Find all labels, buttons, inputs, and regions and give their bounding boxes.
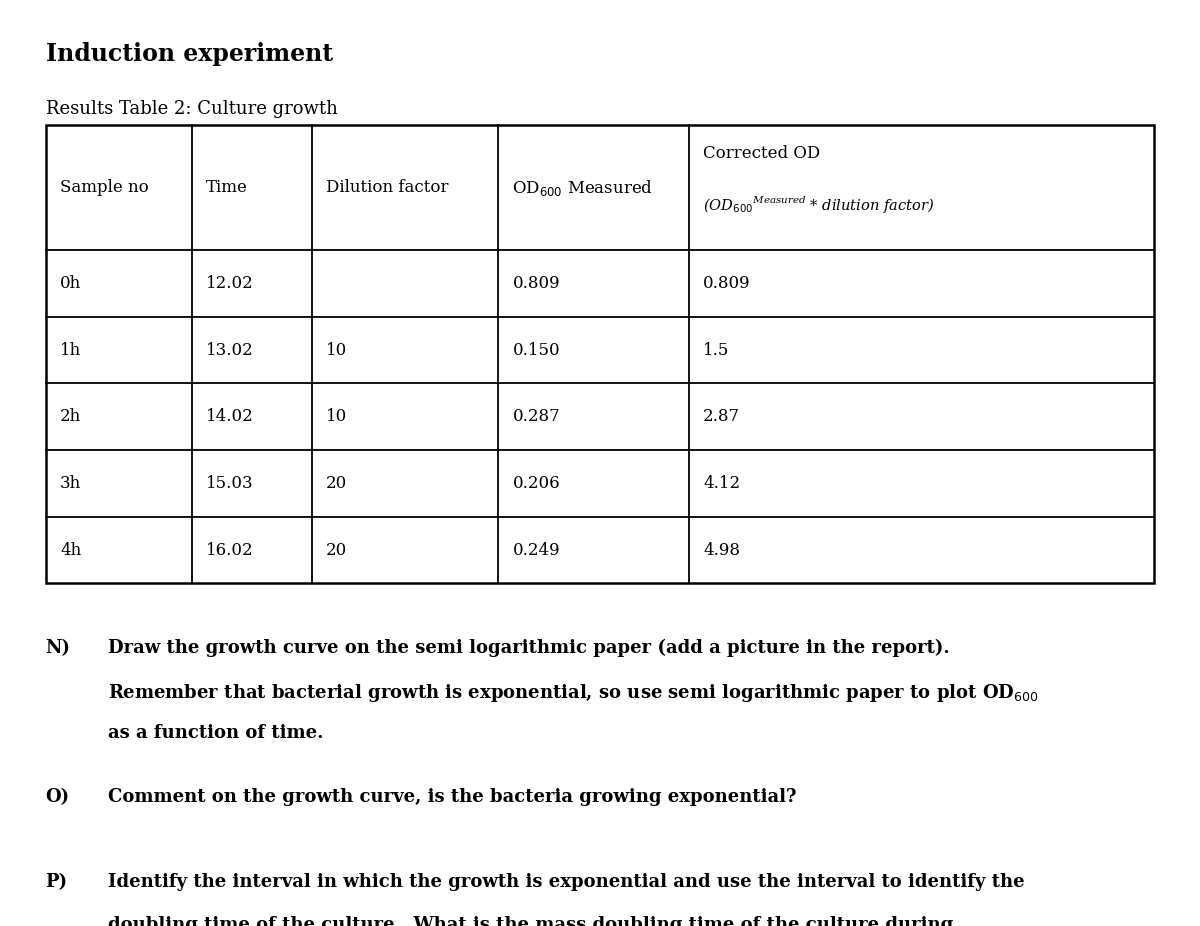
Text: 0.150: 0.150: [512, 342, 560, 358]
Bar: [46, 125, 1154, 583]
Text: 20: 20: [326, 475, 347, 492]
Text: 2.87: 2.87: [703, 408, 740, 425]
Text: Corrected OD: Corrected OD: [703, 145, 821, 162]
Text: P): P): [46, 873, 67, 891]
Text: (OD$_{600}$$^{\mathregular{Measured}}$ * dilution factor): (OD$_{600}$$^{\mathregular{Measured}}$ *…: [703, 194, 935, 215]
Text: 0.809: 0.809: [703, 275, 751, 292]
Text: 15.03: 15.03: [206, 475, 254, 492]
Text: OD$_{600}$ Measured: OD$_{600}$ Measured: [512, 178, 654, 197]
Text: Results Table 2: Culture growth: Results Table 2: Culture growth: [46, 100, 337, 118]
Text: 4.12: 4.12: [703, 475, 740, 492]
Text: 3h: 3h: [60, 475, 82, 492]
Text: 16.02: 16.02: [206, 542, 254, 558]
Text: 4.98: 4.98: [703, 542, 740, 558]
Text: Time: Time: [206, 179, 248, 196]
Text: as a function of time.: as a function of time.: [108, 724, 324, 742]
Text: 20: 20: [326, 542, 347, 558]
Text: 1.5: 1.5: [703, 342, 730, 358]
Text: 0.809: 0.809: [512, 275, 560, 292]
Text: Draw the growth curve on the semi logarithmic paper (add a picture in the report: Draw the growth curve on the semi logari…: [108, 639, 949, 657]
Text: O): O): [46, 788, 70, 806]
Text: 2h: 2h: [60, 408, 82, 425]
Text: 10: 10: [326, 408, 347, 425]
Text: 0.249: 0.249: [512, 542, 560, 558]
Text: 4h: 4h: [60, 542, 82, 558]
Text: Dilution factor: Dilution factor: [326, 179, 449, 196]
Text: Induction experiment: Induction experiment: [46, 42, 332, 66]
Text: 13.02: 13.02: [206, 342, 254, 358]
Text: 14.02: 14.02: [206, 408, 254, 425]
Text: 1h: 1h: [60, 342, 82, 358]
Text: 0.287: 0.287: [512, 408, 560, 425]
Text: Comment on the growth curve, is the bacteria growing exponential?: Comment on the growth curve, is the bact…: [108, 788, 797, 806]
Text: N): N): [46, 639, 71, 657]
Text: Remember that bacterial growth is exponential, so use semi logarithmic paper to : Remember that bacterial growth is expone…: [108, 682, 1039, 704]
Text: Sample no: Sample no: [60, 179, 149, 196]
Text: Identify the interval in which the growth is exponential and use the interval to: Identify the interval in which the growt…: [108, 873, 1025, 891]
Text: 0.206: 0.206: [512, 475, 560, 492]
Text: doubling time of the culture.  What is the mass doubling time of the culture dur: doubling time of the culture. What is th…: [108, 916, 953, 926]
Text: 0h: 0h: [60, 275, 82, 292]
Text: 10: 10: [326, 342, 347, 358]
Text: 12.02: 12.02: [206, 275, 254, 292]
